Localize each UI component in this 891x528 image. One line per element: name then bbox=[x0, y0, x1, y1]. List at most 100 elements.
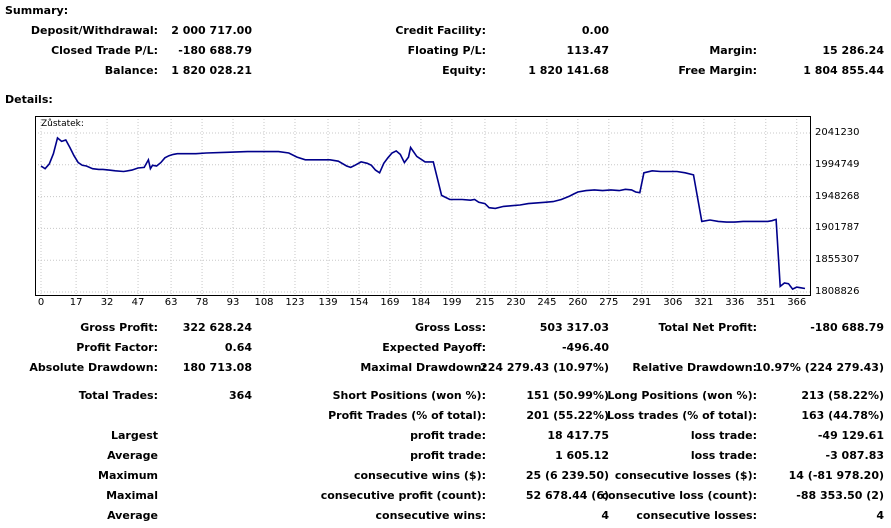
max-consecutive-losses-label: consecutive losses ($): bbox=[614, 469, 757, 482]
average-profit-value: 1 605.12 bbox=[555, 449, 609, 462]
largest-profit-label: profit trade: bbox=[410, 429, 486, 442]
x-tick-label: 199 bbox=[442, 297, 462, 308]
loss-trades-label: Loss trades (% of total): bbox=[606, 409, 757, 422]
balance-value: 1 820 028.21 bbox=[171, 64, 252, 77]
maximal-consecutive-loss-label: consecutive loss (count): bbox=[601, 489, 757, 502]
max-consecutive-losses-value: 14 (-81 978.20) bbox=[788, 469, 884, 482]
margin-value: 15 286.24 bbox=[822, 44, 884, 57]
chart-title: Zůstatek: bbox=[41, 119, 84, 129]
relative-drawdown-label: Relative Drawdown: bbox=[632, 361, 757, 374]
floating-pl-value: 113.47 bbox=[566, 44, 609, 57]
details-title: Details: bbox=[5, 93, 53, 106]
closed-pl-value: -180 688.79 bbox=[178, 44, 252, 57]
deposit-label: Deposit/Withdrawal: bbox=[30, 24, 158, 37]
x-tick-label: 139 bbox=[318, 297, 338, 308]
total-trades-value: 364 bbox=[229, 389, 252, 402]
x-tick-label: 275 bbox=[599, 297, 619, 308]
average-label: Average bbox=[107, 449, 158, 462]
x-tick-label: 93 bbox=[226, 297, 240, 308]
floating-pl-label: Floating P/L: bbox=[407, 44, 486, 57]
expected-payoff-value: -496.40 bbox=[561, 341, 609, 354]
max-consecutive-wins-label: consecutive wins ($): bbox=[353, 469, 486, 482]
free-margin-value: 1 804 855.44 bbox=[803, 64, 884, 77]
x-tick-label: 215 bbox=[475, 297, 495, 308]
x-tick-label: 169 bbox=[380, 297, 400, 308]
balance-label: Balance: bbox=[104, 64, 158, 77]
maximal-consecutive-profit-value: 52 678.44 (6) bbox=[525, 489, 609, 502]
x-tick-label: 32 bbox=[100, 297, 114, 308]
maximal-drawdown-label: Maximal Drawdown: bbox=[360, 361, 486, 374]
absolute-drawdown-label: Absolute Drawdown: bbox=[29, 361, 158, 374]
balance-line bbox=[40, 136, 806, 291]
total-net-profit-label: Total Net Profit: bbox=[658, 321, 758, 334]
x-tick-label: 336 bbox=[725, 297, 745, 308]
gross-profit-value: 322 628.24 bbox=[182, 321, 252, 334]
y-tick-label: 2041230 bbox=[815, 127, 860, 138]
max-consecutive-wins-value: 25 (6 239.50) bbox=[525, 469, 609, 482]
gross-profit-label: Gross Profit: bbox=[80, 321, 158, 334]
x-tick-label: 123 bbox=[285, 297, 305, 308]
x-tick-label: 366 bbox=[787, 297, 807, 308]
long-positions-value: 213 (58.22%) bbox=[801, 389, 884, 402]
x-tick-label: 351 bbox=[756, 297, 776, 308]
relative-drawdown-value: 10.97% (224 279.43) bbox=[755, 361, 884, 374]
x-tick-label: 184 bbox=[411, 297, 431, 308]
x-tick-label: 306 bbox=[663, 297, 683, 308]
largest-loss-label: loss trade: bbox=[690, 429, 757, 442]
maximal-label: Maximal bbox=[106, 489, 158, 502]
y-tick-label: 1948268 bbox=[815, 190, 860, 202]
gross-loss-value: 503 317.03 bbox=[539, 321, 609, 334]
x-tick-label: 47 bbox=[131, 297, 145, 308]
y-tick-label: 1808826 bbox=[815, 286, 860, 297]
x-tick-label: 245 bbox=[537, 297, 557, 308]
x-tick-label: 0 bbox=[37, 297, 45, 308]
x-tick-label: 63 bbox=[164, 297, 178, 308]
profit-factor-label: Profit Factor: bbox=[76, 341, 158, 354]
margin-label: Margin: bbox=[709, 44, 757, 57]
summary-title: Summary: bbox=[5, 4, 69, 17]
average-loss-value: -3 087.83 bbox=[825, 449, 885, 462]
avg-consecutive-wins-label: consecutive wins: bbox=[375, 509, 486, 522]
x-tick-label: 154 bbox=[349, 297, 369, 308]
x-tick-label: 108 bbox=[254, 297, 274, 308]
y-tick-label: 1855307 bbox=[815, 254, 860, 266]
closed-pl-label: Closed Trade P/L: bbox=[51, 44, 158, 57]
short-positions-value: 151 (50.99%) bbox=[526, 389, 609, 402]
absolute-drawdown-value: 180 713.08 bbox=[182, 361, 252, 374]
deposit-value: 2 000 717.00 bbox=[171, 24, 252, 37]
avg-consecutive-wins-value: 4 bbox=[601, 509, 609, 522]
total-net-profit-value: -180 688.79 bbox=[810, 321, 884, 334]
x-tick-label: 260 bbox=[568, 297, 588, 308]
credit-label: Credit Facility: bbox=[395, 24, 486, 37]
gross-loss-label: Gross Loss: bbox=[415, 321, 486, 334]
maximal-consecutive-loss-value: -88 353.50 (2) bbox=[796, 489, 884, 502]
x-tick-label: 230 bbox=[506, 297, 526, 308]
profit-factor-value: 0.64 bbox=[224, 341, 252, 354]
profit-trades-label: Profit Trades (% of total): bbox=[328, 409, 486, 422]
maximal-consecutive-profit-label: consecutive profit (count): bbox=[320, 489, 486, 502]
maximal-drawdown-value: 224 279.43 (10.97%) bbox=[480, 361, 609, 374]
avg-consecutive-losses-label: consecutive losses: bbox=[636, 509, 757, 522]
average-consecutive-label: Average bbox=[107, 509, 158, 522]
average-loss-label: loss trade: bbox=[690, 449, 757, 462]
credit-value: 0.00 bbox=[581, 24, 609, 37]
equity-label: Equity: bbox=[442, 64, 486, 77]
largest-label: Largest bbox=[111, 429, 158, 442]
y-tick-label: 1901787 bbox=[815, 222, 860, 234]
loss-trades-value: 163 (44.78%) bbox=[801, 409, 884, 422]
free-margin-label: Free Margin: bbox=[678, 64, 757, 77]
maximum-label: Maximum bbox=[98, 469, 158, 482]
x-tick-label: 321 bbox=[694, 297, 714, 308]
long-positions-label: Long Positions (won %): bbox=[607, 389, 757, 402]
profit-trades-value: 201 (55.22%) bbox=[526, 409, 609, 422]
chart-frame bbox=[35, 116, 811, 296]
expected-payoff-label: Expected Payoff: bbox=[382, 341, 486, 354]
short-positions-label: Short Positions (won %): bbox=[332, 389, 486, 402]
x-tick-label: 291 bbox=[632, 297, 652, 308]
avg-consecutive-losses-value: 4 bbox=[876, 509, 884, 522]
total-trades-label: Total Trades: bbox=[78, 389, 158, 402]
largest-loss-value: -49 129.61 bbox=[817, 429, 884, 442]
x-tick-label: 78 bbox=[195, 297, 209, 308]
largest-profit-value: 18 417.75 bbox=[547, 429, 609, 442]
balance-chart bbox=[35, 116, 811, 296]
